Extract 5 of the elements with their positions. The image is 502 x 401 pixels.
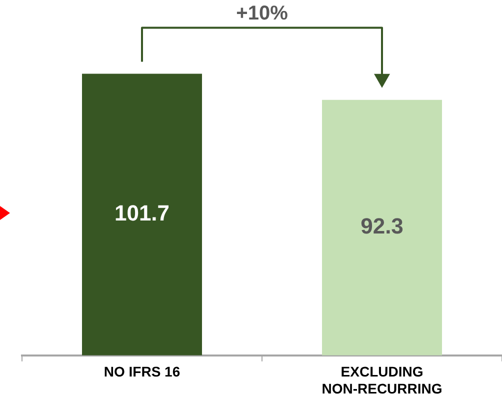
data-label: 92.3 — [360, 214, 404, 239]
x-tick-label: NO IFRS 16 — [104, 364, 180, 380]
data-label: 101.7 — [114, 200, 170, 226]
x-tick-label: EXCLUDING NON-RECURRING — [322, 364, 442, 396]
text: +10% — [236, 2, 288, 24]
